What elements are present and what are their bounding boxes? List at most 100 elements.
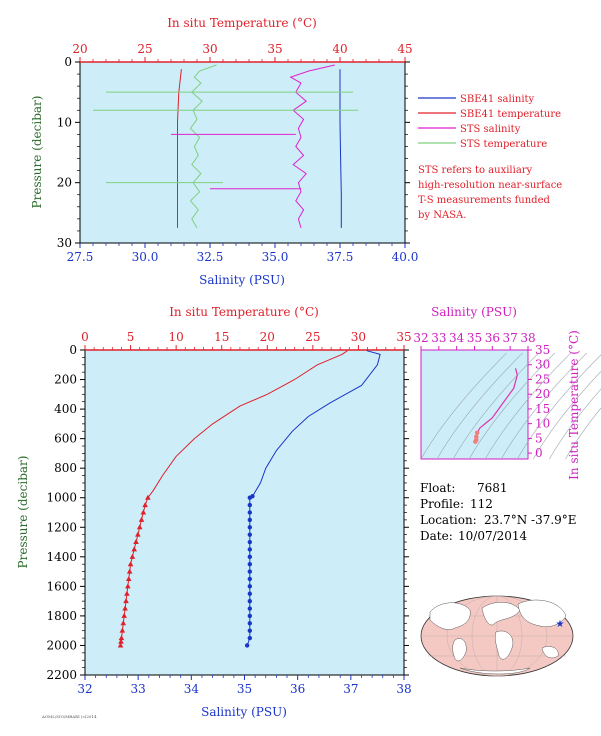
sts-note-line: high-resolution near-surface <box>418 180 562 191</box>
float-value: 7681 <box>477 481 508 495</box>
ts-salinity-tick-label: 38 <box>520 331 535 345</box>
salinity-tick-label: 34 <box>184 682 200 696</box>
salinity-marker <box>247 598 253 604</box>
legend: SBE41 salinity SBE41 temperature STS sal… <box>418 94 562 221</box>
salinity-tick-label: 37.5 <box>327 250 354 264</box>
salinity-tick-label: 40.0 <box>392 250 419 264</box>
temperature-tick-label: 5 <box>127 330 135 344</box>
pressure-tick-label: 1000 <box>46 491 77 505</box>
ts-point <box>474 430 480 436</box>
ts-series <box>473 368 518 444</box>
ts-temperature-tick-label: 20 <box>535 387 550 401</box>
ts-temperature-tick-label: 10 <box>535 417 550 431</box>
temperature-tick-label: 0 <box>81 330 89 344</box>
salinity-marker <box>247 569 253 574</box>
temperature-marker <box>119 627 126 633</box>
salinity-marker <box>247 495 253 500</box>
temperature-marker <box>120 620 127 626</box>
temperature-tick-label: 25 <box>305 330 320 344</box>
legend-item-sts-salinity: STS salinity <box>418 124 521 135</box>
pressure-tick-label: 600 <box>54 432 77 446</box>
density-contour <box>565 407 601 460</box>
date-value: 10/07/2014 <box>458 529 528 543</box>
salinity-marker <box>247 635 253 641</box>
salinity-tick-label: 36 <box>290 682 305 696</box>
temperature-marker <box>123 598 129 604</box>
salinity-marker <box>247 525 253 530</box>
pressure-tick-label: 1800 <box>46 609 77 623</box>
salinity-marker <box>247 606 253 611</box>
near-surface-panel: 20 25 30 35 40 45 27.5 30.0 32.5 35.0 37.5 40.0 0 1… <box>30 16 418 287</box>
near-surface-pressure-axis-label: Pressure (decibar) <box>30 96 44 209</box>
salinity-marker <box>244 643 250 648</box>
density-contour <box>517 354 601 460</box>
profile-value: 112 <box>470 497 493 511</box>
density-contour <box>501 352 588 460</box>
temperature-marker <box>145 494 151 500</box>
near-surface-salinity-axis-label: Salinity (PSU) <box>199 273 285 287</box>
temperature-marker <box>135 531 141 537</box>
temperature-marker <box>122 605 128 611</box>
temperature-marker <box>127 561 134 567</box>
temperature-tick-label: 25 <box>137 42 152 56</box>
ts-salinity-axis-label: Salinity (PSU) <box>431 305 517 319</box>
temperature-tick-label: 45 <box>397 42 412 56</box>
density-contour <box>436 352 523 460</box>
temperature-tick-label: 20 <box>260 330 275 344</box>
full-profile-pressure-axis-label: Pressure (decibar) <box>16 456 30 569</box>
ts-temperature-tick-label: 0 <box>535 446 543 460</box>
legend-label: STS temperature <box>460 139 547 150</box>
full-profile-salinity-axis-label: Salinity (PSU) <box>201 705 287 719</box>
temperature-marker <box>126 568 133 574</box>
pressure-tick-label: 200 <box>54 373 77 387</box>
legend-label: SBE41 salinity <box>460 94 535 105</box>
temperature-marker <box>131 546 138 552</box>
float-info: Float: 7681 Profile: 112 Location: 23.7°… <box>420 481 577 543</box>
sts-note: STS refers to auxiliary high-resolution … <box>418 165 562 221</box>
ts-salinity-tick-label: 34 <box>449 331 465 345</box>
temperature-marker <box>142 502 148 508</box>
temperature-marker <box>133 539 139 545</box>
pressure-tick-label: 0 <box>64 55 72 69</box>
near-surface-plot-area <box>79 61 406 244</box>
near-surface-temperature-axis: 20 25 30 35 40 45 <box>72 42 413 63</box>
float-location-star-icon: ★ <box>556 619 565 630</box>
temperature-marker <box>138 516 145 522</box>
series-line-sbe41-temperature <box>177 69 182 228</box>
full-profile-series <box>117 350 381 648</box>
salinity-marker <box>247 517 253 523</box>
series-line-sts-temperature <box>189 64 217 229</box>
salinity-tick-label: 32 <box>77 682 92 696</box>
location-label: Location: <box>420 513 477 527</box>
salinity-tick-label: 27.5 <box>67 250 94 264</box>
temperature-tick-label: 35 <box>267 42 282 56</box>
salinity-marker <box>247 562 253 567</box>
salinity-marker <box>247 613 253 619</box>
temperature-tick-label: 35 <box>396 330 411 344</box>
near-surface-salinity-axis: 27.5 30.0 32.5 35.0 37.5 40.0 <box>67 243 419 264</box>
salinity-tick-label: 35 <box>237 682 252 696</box>
ts-salinity-tick-label: 35 <box>467 331 482 345</box>
temperature-tick-label: 15 <box>214 330 229 344</box>
full-profile-pressure-axis: 0 200 400 600 800 1000 1200 1400 1600 1800 2000 220… <box>46 343 409 682</box>
legend-label: SBE41 temperature <box>460 109 561 120</box>
legend-item-sts-temperature: STS temperature <box>418 139 547 150</box>
near-surface-series <box>93 64 359 229</box>
density-contour <box>533 370 601 460</box>
salinity-marker <box>247 502 253 508</box>
salinity-marker <box>247 591 253 596</box>
near-surface-pressure-axis: 0 10 20 30 <box>57 55 410 250</box>
series-line-sbe41-salinity <box>339 69 342 228</box>
float-label: Float: <box>420 481 455 495</box>
temperature-marker <box>125 575 132 581</box>
salinity-tick-label: 37 <box>343 682 358 696</box>
density-contour <box>549 388 601 460</box>
temperature-marker <box>124 590 130 596</box>
temperature-marker <box>125 583 131 589</box>
temperature-marker <box>117 642 124 648</box>
salinity-tick-label: 33 <box>131 682 146 696</box>
full-profile-plot-area <box>84 349 405 676</box>
